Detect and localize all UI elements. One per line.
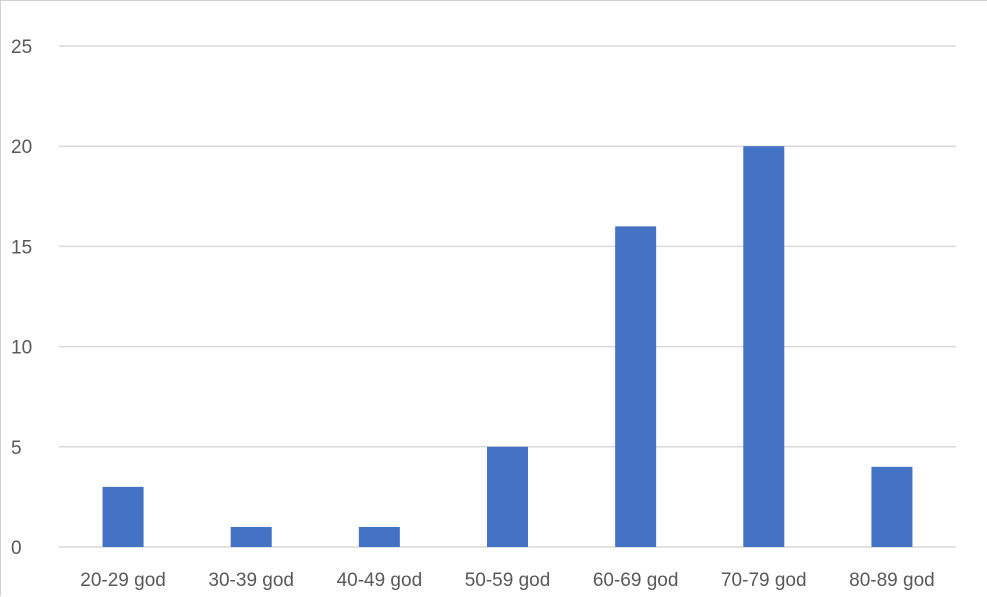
x-axis-tick-labels: 20-29 god 30-39 god 40-49 god 50-59 god 60-6… <box>80 570 934 591</box>
bar-80-89-god <box>871 466 913 547</box>
bar-50-59-god <box>486 446 529 547</box>
x-tick-label: 20-29 god <box>80 570 166 591</box>
x-tick-label: 40-49 god <box>337 570 423 591</box>
x-tick-label: 60-69 god <box>593 570 679 591</box>
bar-70-79-god <box>743 146 785 547</box>
x-tick-label: 50-59 god <box>465 570 551 591</box>
x-tick-label: 70-79 god <box>721 570 807 591</box>
y-tick-label: 15 <box>11 237 32 258</box>
bars <box>102 146 913 548</box>
y-tick-label: 20 <box>11 137 32 158</box>
bar-40-49-god <box>358 526 400 547</box>
y-tick-label: 10 <box>11 338 32 359</box>
gridlines <box>59 45 956 548</box>
x-tick-label: 30-39 god <box>208 570 294 591</box>
y-tick-label: 0 <box>11 538 22 559</box>
y-tick-label: 5 <box>11 438 22 459</box>
y-tick-label: 25 <box>11 37 32 58</box>
y-axis-tick-labels: 0 5 10 15 20 25 <box>11 37 32 559</box>
x-tick-label: 80-89 god <box>849 570 935 591</box>
bar-20-29-god <box>102 486 144 547</box>
bar-60-69-god <box>615 226 657 548</box>
bar-30-39-god <box>230 526 272 547</box>
